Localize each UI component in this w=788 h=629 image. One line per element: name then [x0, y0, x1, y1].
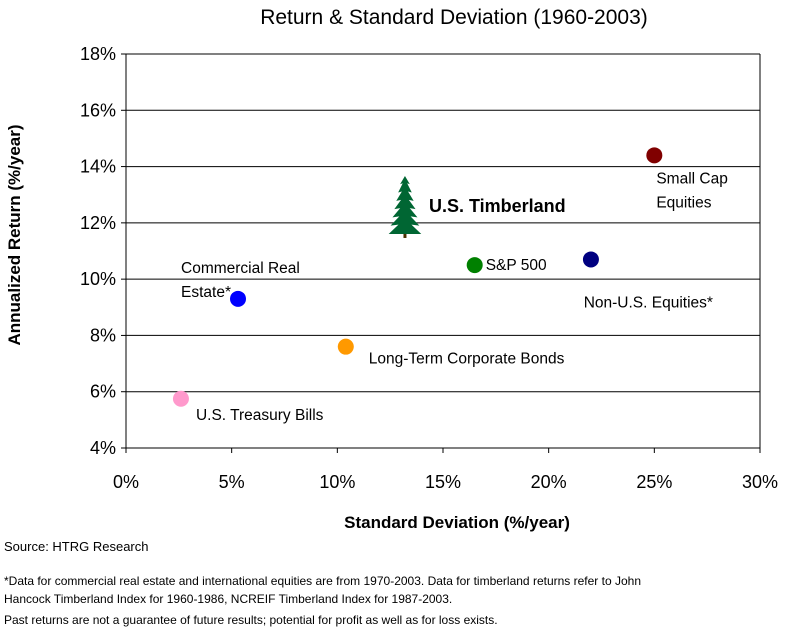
x-tick-label: 10%: [319, 472, 355, 492]
source-note: Source: HTRG Research: [4, 539, 149, 554]
data-point: [466, 257, 483, 274]
point-label: Equities: [656, 194, 711, 211]
point-labels: U.S. Treasury Bills Commercial Real Estate…: [181, 170, 728, 423]
x-tick-label: 25%: [636, 472, 672, 492]
y-tick-label: 14%: [80, 157, 116, 177]
tree-icon: [388, 175, 422, 238]
data-point: [646, 147, 663, 164]
data-point: [230, 290, 247, 307]
y-tick-label: 8%: [90, 325, 116, 345]
y-tick-label: 4%: [90, 438, 116, 458]
data-points: [172, 147, 663, 407]
timberland-label: U.S. Timberland: [429, 196, 566, 216]
footnote-2: Hancock Timberland Index for 1960-1986, …: [4, 592, 453, 606]
point-label: Long-Term Corporate Bonds: [369, 351, 565, 368]
chart-title: Return & Standard Deviation (1960-2003): [260, 6, 648, 29]
x-tick-label: 15%: [425, 472, 461, 492]
point-label: U.S. Treasury Bills: [196, 407, 324, 424]
y-tick-label: 10%: [80, 269, 116, 289]
y-tick-labels: 4% 6% 8% 10% 12% 14% 16% 18%: [80, 44, 116, 458]
footnote-3: Past returns are not a guarantee of futu…: [4, 613, 498, 627]
y-tick-label: 18%: [80, 44, 116, 64]
y-axis-title: Annualized Return (%/year): [5, 124, 24, 345]
data-point: [337, 338, 354, 355]
y-tick-label: 16%: [80, 100, 116, 120]
point-label: Estate*: [181, 284, 231, 301]
footnote-1: *Data for commercial real estate and int…: [4, 574, 641, 588]
x-tick-label: 5%: [219, 472, 245, 492]
y-tick-label: 12%: [80, 213, 116, 233]
x-tick-label: 0%: [113, 472, 139, 492]
axes: [121, 53, 761, 453]
point-label: Commercial Real: [181, 260, 300, 277]
point-label: Small Cap: [656, 170, 728, 187]
point-label: Non-U.S. Equities*: [584, 294, 713, 311]
point-label: S&P 500: [486, 257, 547, 274]
x-tick-labels: 0% 5% 10% 15% 20% 25% 30%: [113, 472, 778, 492]
gridlines: [126, 53, 760, 393]
y-tick-label: 6%: [90, 382, 116, 402]
x-tick-label: 30%: [742, 472, 778, 492]
x-tick-label: 20%: [531, 472, 567, 492]
x-axis-title: Standard Deviation (%/year): [344, 513, 570, 532]
data-point: [582, 251, 599, 268]
scatter-chart: Return & Standard Deviation (1960-2003) …: [5, 6, 778, 532]
data-point: [172, 390, 189, 407]
